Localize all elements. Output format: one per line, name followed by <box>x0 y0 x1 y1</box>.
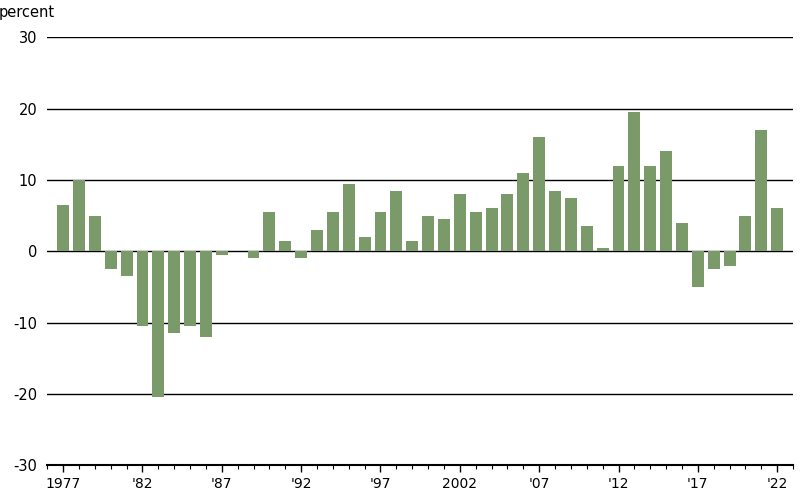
Bar <box>311 230 323 251</box>
Bar <box>406 241 418 251</box>
Bar <box>660 151 672 251</box>
Bar <box>279 241 291 251</box>
Bar <box>295 251 307 258</box>
Bar <box>438 219 450 251</box>
Text: percent: percent <box>0 5 55 20</box>
Bar <box>676 223 688 251</box>
Bar <box>89 216 101 251</box>
Bar <box>152 251 164 397</box>
Bar <box>724 251 735 265</box>
Bar <box>454 194 466 251</box>
Bar <box>390 191 402 251</box>
Bar <box>121 251 133 276</box>
Bar <box>613 166 625 251</box>
Bar <box>755 130 767 251</box>
Bar <box>422 216 434 251</box>
Bar <box>105 251 117 269</box>
Bar <box>644 166 656 251</box>
Bar <box>216 251 228 255</box>
Bar <box>73 180 85 251</box>
Bar <box>581 226 593 251</box>
Bar <box>168 251 180 333</box>
Bar <box>565 198 577 251</box>
Bar <box>184 251 196 326</box>
Bar <box>629 112 640 251</box>
Bar <box>137 251 149 326</box>
Bar <box>518 173 530 251</box>
Bar <box>771 209 783 251</box>
Bar <box>200 251 212 337</box>
Bar <box>327 212 339 251</box>
Bar <box>374 212 386 251</box>
Bar <box>597 248 609 251</box>
Bar <box>739 216 751 251</box>
Bar <box>57 205 69 251</box>
Bar <box>247 251 259 258</box>
Bar <box>502 194 514 251</box>
Bar <box>534 137 545 251</box>
Bar <box>708 251 720 269</box>
Bar <box>470 212 482 251</box>
Bar <box>486 209 498 251</box>
Bar <box>692 251 704 287</box>
Bar <box>263 212 275 251</box>
Bar <box>549 191 561 251</box>
Bar <box>342 183 354 251</box>
Bar <box>358 237 370 251</box>
